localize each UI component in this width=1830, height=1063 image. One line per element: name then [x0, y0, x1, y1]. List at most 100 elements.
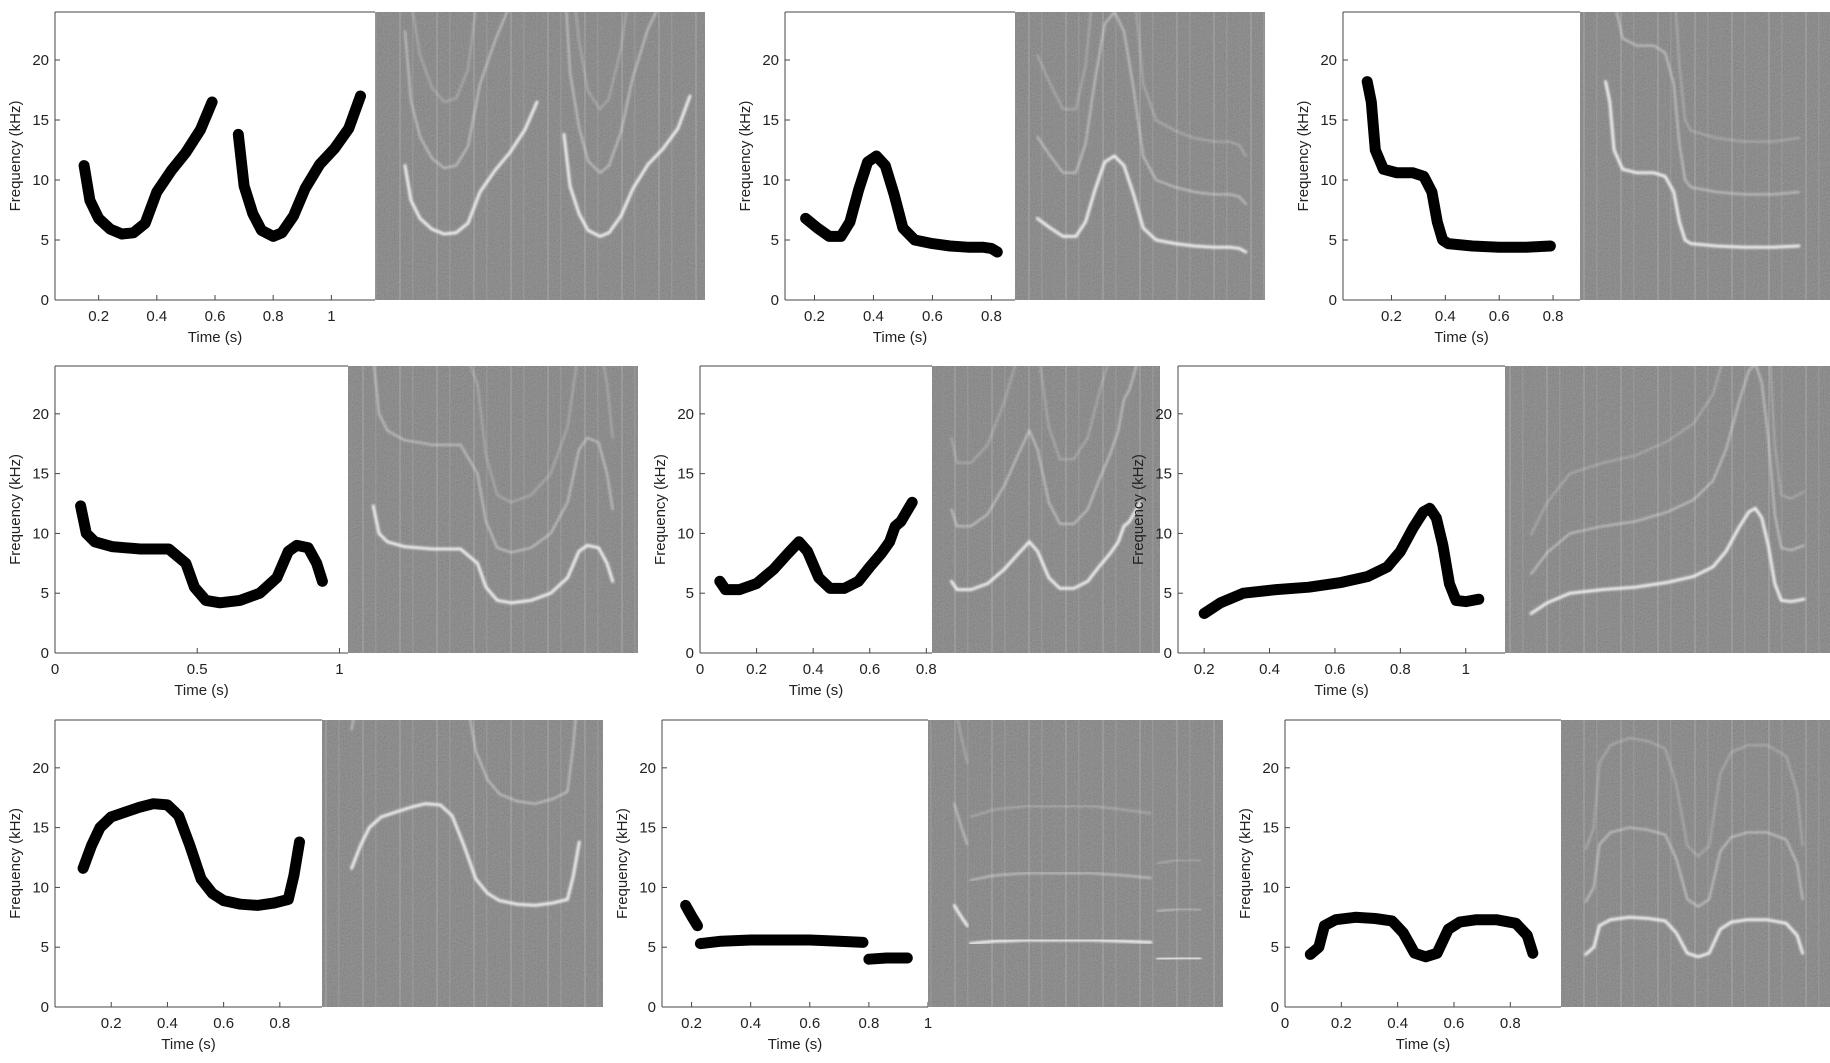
y-tick-label: 5: [1329, 232, 1337, 249]
spectrogram-trace-h3: [950, 366, 1108, 464]
spectrogram-trace-h2: [1156, 907, 1202, 913]
y-tick-label: 5: [648, 939, 656, 956]
y-tick-label: 5: [1271, 939, 1279, 956]
plot-area: [55, 366, 348, 653]
x-tick-label: 0.4: [157, 1015, 178, 1032]
series-line-contour-1: [680, 899, 703, 932]
spectrogram-trace-h1: [371, 504, 615, 605]
x-tick-label: 0.4: [1387, 1015, 1408, 1032]
plot-area: [55, 720, 322, 1007]
spectrogram-stripes: [1505, 366, 1830, 653]
spectrogram-trace-h2: [1584, 826, 1804, 908]
panel-3: 0 5 10 15 20 0.2 0.4 0.6 0.8 Time (s) Frequency (k…: [1295, 11, 1830, 346]
spectrogram-trace-h2: [950, 366, 1138, 528]
y-tick-label: 20: [639, 760, 656, 777]
x-tick-label: 0.8: [1390, 661, 1411, 678]
y-tick-label: 15: [32, 112, 49, 129]
x-axis-label: Time (s): [873, 329, 927, 346]
spectrogram-trace-h2: [1530, 366, 1805, 576]
spectrogram-image: [1505, 366, 1830, 653]
y-tick-label: 20: [1320, 52, 1337, 69]
x-axis-label: Time (s): [1396, 1036, 1450, 1053]
series-line-contour: [1304, 911, 1539, 963]
spectrogram-trace-h2: [350, 720, 577, 805]
spectrogram-stripes: [928, 720, 1223, 1007]
y-tick-label: 0: [41, 292, 49, 309]
y-tick-label: 10: [677, 525, 694, 542]
spectrogram-trace-h1: [1035, 154, 1248, 254]
x-tick-label: 0.6: [213, 1015, 234, 1032]
spectrogram-trace-h3: [469, 366, 614, 504]
y-tick-label: 0: [1271, 999, 1279, 1016]
y-tick-label: 0: [771, 292, 779, 309]
y-tick-label: 20: [32, 406, 49, 423]
x-tick-label: 0.2: [101, 1015, 122, 1032]
y-tick-label: 20: [762, 52, 779, 69]
x-tick-label: 0: [1281, 1015, 1289, 1032]
spectrogram-image: [1561, 720, 1830, 1007]
series-line-contour: [800, 150, 1003, 258]
x-tick-label: 0.6: [1444, 1015, 1465, 1032]
x-tick-label: 0.2: [804, 308, 825, 325]
x-tick-label: 0.4: [1435, 308, 1456, 325]
spectrogram-image: [1580, 12, 1830, 300]
x-axis-label: Time (s): [174, 682, 228, 699]
y-axis-label: Frequency (kHz): [737, 101, 754, 212]
x-tick-label: 0.8: [269, 1015, 290, 1032]
spectrogram-trace-h2: [404, 12, 509, 170]
y-axis-label: Frequency (kHz): [1130, 454, 1147, 565]
series-line-contour-1: [78, 96, 218, 240]
y-axis-label: Frequency (kHz): [7, 101, 24, 212]
panel-4: 0 5 10 15 20 0 0.5 1 Time (s) Frequency (kHz): [7, 365, 638, 699]
series-line-contour: [75, 500, 328, 609]
spectrogram-trace-h3: [956, 720, 969, 764]
spectrogram-trace-h1: [403, 100, 539, 236]
y-tick-label: 10: [762, 172, 779, 189]
y-axis-label: Frequency (kHz): [1295, 101, 1312, 212]
series-line-contour: [77, 798, 305, 911]
x-axis-label: Time (s): [161, 1036, 215, 1053]
y-tick-label: 20: [32, 760, 49, 777]
y-axis-label: Frequency (kHz): [1237, 808, 1254, 919]
x-tick-label: 0.6: [859, 661, 880, 678]
series-line-contour: [714, 496, 918, 596]
spectrogram-trace-h1: [950, 500, 1142, 592]
spectrogram-trace-h3: [969, 805, 1152, 818]
x-axis-label: Time (s): [768, 1036, 822, 1053]
y-tick-label: 0: [686, 645, 694, 662]
spectrogram-trace-h1: [1584, 915, 1805, 959]
x-tick-label: 0.4: [146, 308, 167, 325]
x-tick-label: 0.2: [1381, 308, 1402, 325]
y-tick-label: 20: [32, 52, 49, 69]
x-tick-label: 0.8: [981, 308, 1002, 325]
y-tick-label: 5: [41, 585, 49, 602]
plot-area: [1178, 366, 1505, 653]
spectrogram-trace-h1: [1155, 956, 1202, 961]
x-axis-label: Time (s): [188, 329, 242, 346]
spectrogram-image: [1015, 12, 1265, 300]
spectrogram-trace-h3: [1675, 12, 1800, 143]
x-axis-label: Time (s): [1314, 682, 1368, 699]
x-tick-label: 1: [335, 661, 343, 678]
y-tick-label: 0: [41, 645, 49, 662]
x-axis-label: Time (s): [789, 682, 843, 699]
y-tick-label: 10: [32, 879, 49, 896]
x-tick-label: 0.8: [858, 1015, 879, 1032]
x-tick-label: 1: [924, 1015, 932, 1032]
x-tick-label: 0.2: [1331, 1015, 1352, 1032]
spectrogram-image: [348, 366, 638, 653]
spectrogram-trace-h2: [1036, 12, 1247, 205]
x-tick-label: 0.2: [88, 308, 109, 325]
spectrogram-trace-h3: [1156, 858, 1202, 865]
spectrogram-trace-h3: [1530, 366, 1805, 536]
spectrogram-trace-h1: [350, 802, 581, 907]
y-axis-label: Frequency (kHz): [652, 454, 669, 565]
x-tick-label: 0.6: [922, 308, 943, 325]
y-axis-label: Frequency (kHz): [614, 808, 631, 919]
plot-area: [785, 12, 1015, 300]
series-line-contour: [1361, 76, 1556, 253]
plot-area: [662, 720, 928, 1007]
x-tick-label: 0.8: [263, 308, 284, 325]
plot-area: [1285, 720, 1561, 1007]
spectrogram-trace-h2: [953, 802, 969, 846]
